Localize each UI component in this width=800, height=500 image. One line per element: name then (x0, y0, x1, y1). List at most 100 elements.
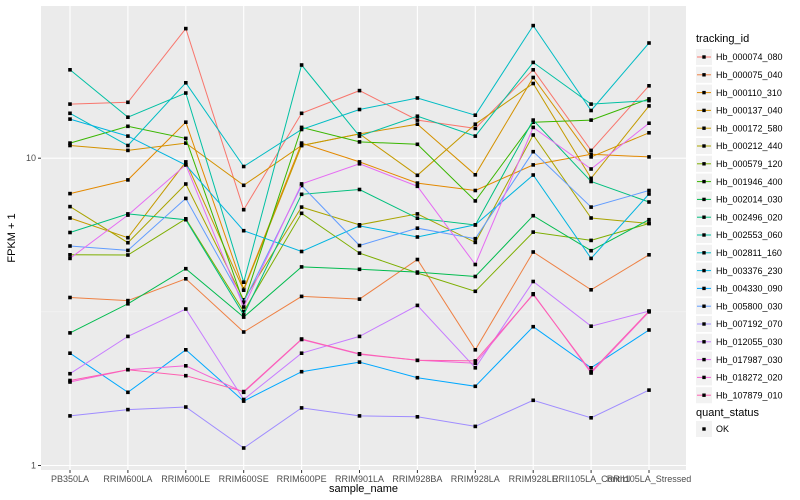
data-point (241, 315, 246, 319)
data-point (299, 63, 304, 67)
data-point (299, 143, 304, 148)
data-point (531, 68, 535, 72)
data-point (184, 217, 188, 222)
data-point (184, 266, 188, 271)
legend-label: Hb_003376_230 (716, 266, 783, 276)
data-point (357, 187, 362, 192)
legend-key-point (702, 304, 706, 308)
data-point (126, 390, 130, 395)
legend-label: Hb_002496_020 (716, 212, 783, 222)
legend-key-point (702, 340, 706, 344)
data-point (415, 235, 420, 239)
data-point (473, 122, 478, 126)
data-point (531, 279, 535, 284)
data-point (531, 230, 535, 234)
legend-shape: quant_status OK (696, 407, 759, 437)
data-point (415, 358, 420, 363)
data-point (357, 160, 362, 164)
data-point (357, 140, 362, 144)
series-Hb_002811_160 (68, 23, 651, 169)
x-tick-label: RRIM600LA (103, 474, 152, 484)
data-point (415, 122, 420, 126)
data-point (473, 173, 478, 177)
data-point (589, 288, 593, 292)
legend-key-point (702, 357, 706, 362)
data-point (68, 414, 72, 418)
shape-legend-title: quant_status (696, 407, 759, 419)
data-point (241, 313, 246, 317)
data-point (241, 288, 246, 292)
data-point (126, 100, 130, 105)
data-point (473, 348, 478, 352)
data-point (473, 236, 478, 241)
data-point (589, 176, 593, 181)
data-point (68, 143, 72, 148)
data-point (126, 115, 130, 119)
legend-label: Hb_012055_030 (716, 337, 783, 347)
legend-label: Hb_000212_440 (716, 141, 783, 151)
legend-label: Hb_002811_160 (716, 248, 782, 258)
data-point (473, 274, 478, 279)
data-point (589, 324, 593, 328)
data-point (647, 131, 651, 135)
data-point (647, 188, 651, 193)
data-point (647, 98, 651, 103)
legend-label: Hb_107879_010 (716, 390, 783, 400)
x-tick-label: RRIM600LE (161, 474, 210, 484)
data-point (241, 389, 246, 394)
series-Hb_107879_010 (68, 292, 651, 394)
series-Hb_000074_080 (68, 26, 651, 212)
data-point (357, 360, 362, 364)
data-point (647, 328, 651, 332)
data-point (531, 133, 535, 137)
data-point (473, 424, 478, 429)
data-point (357, 251, 362, 255)
data-point (589, 179, 593, 184)
data-point (415, 142, 420, 147)
data-point (473, 262, 478, 267)
data-point (184, 120, 188, 124)
data-point (241, 228, 246, 233)
data-point (184, 91, 188, 95)
x-tick-label: RRII105LA_Control (552, 474, 630, 484)
data-point (184, 26, 188, 31)
data-point (473, 240, 478, 245)
x-tick-label: RRIM928LE (509, 474, 558, 484)
data-point (415, 212, 420, 216)
data-point (299, 369, 304, 374)
data-point (68, 256, 72, 261)
data-point (531, 324, 535, 329)
data-point (184, 277, 188, 281)
data-point (589, 155, 593, 159)
x-tick-label: PB350LA (51, 474, 89, 484)
data-point (589, 205, 593, 209)
data-point (647, 217, 651, 222)
data-point (531, 81, 535, 86)
data-point (184, 141, 188, 145)
data-point (184, 81, 188, 85)
data-point (589, 238, 593, 243)
data-point (415, 303, 420, 308)
y-tick-label: 10 (26, 153, 36, 163)
series-Hb_017987_030 (68, 121, 651, 309)
data-point (68, 244, 72, 248)
data-point (357, 88, 362, 93)
legend-key-point (702, 233, 706, 237)
legend-key-point (702, 251, 706, 255)
data-point (647, 121, 651, 125)
legend-key-point (702, 108, 706, 113)
x-tick-label: RRIM901LA (335, 474, 384, 484)
data-point (68, 141, 72, 145)
data-point (473, 289, 478, 294)
data-point (68, 191, 72, 196)
axes: 1 10 PB350LA RRIM600LA RRIM600LE RRIM600SE RRI… (26, 153, 691, 484)
data-point (241, 305, 246, 309)
x-tick-label: RRIM928LA (451, 474, 500, 484)
data-point (68, 111, 72, 116)
data-point (299, 337, 304, 341)
data-point (126, 240, 130, 245)
data-point (126, 407, 130, 412)
data-point (184, 307, 188, 311)
data-point (299, 141, 304, 145)
data-point (531, 120, 535, 124)
